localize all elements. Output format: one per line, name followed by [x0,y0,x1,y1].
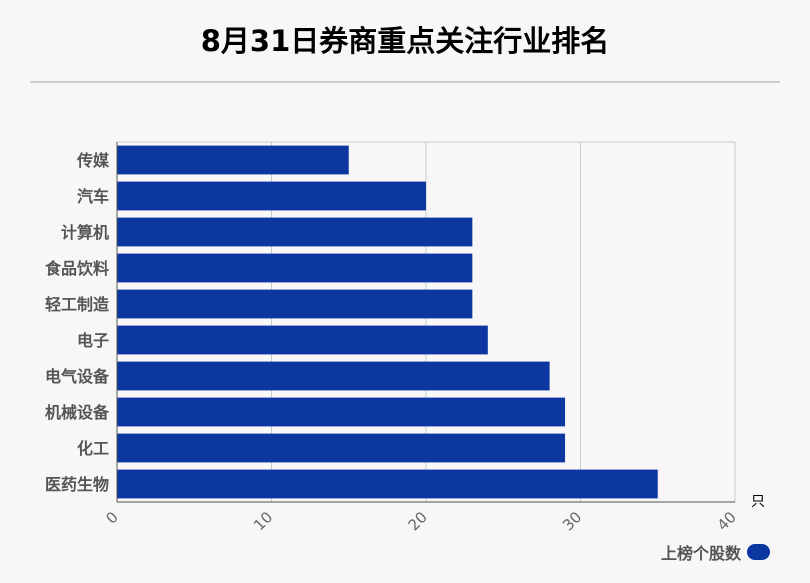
bar [117,397,566,427]
legend-swatch [747,544,770,560]
bar [117,325,488,355]
legend-label: 上榜个股数 [660,544,741,563]
bar [117,145,349,175]
bar [117,433,566,463]
legend[interactable]: 上榜个股数 [661,540,770,564]
bar [117,289,473,319]
category-label: 传媒 [76,151,110,170]
category-label: 计算机 [61,223,109,242]
category-label: 电子 [77,331,109,350]
bar [117,361,550,391]
title-divider [30,81,780,83]
bar [117,217,473,247]
bar [117,181,426,211]
category-label: 化工 [77,439,109,458]
x-tick-label: 40 [714,508,740,534]
category-label: 轻工制造 [45,295,110,314]
chart-title: 8月31日券商重点关注行业排名 [200,24,610,58]
x-tick-label: 0 [102,508,121,527]
x-tick-label: 20 [405,508,431,534]
category-label: 电气设备 [45,367,110,386]
category-label: 医药生物 [45,475,109,494]
bar [117,253,473,283]
x-unit-label: 只 [751,494,765,510]
x-tick-label: 30 [559,508,585,534]
category-label: 汽车 [77,187,109,206]
x-tick-label: 10 [250,508,276,534]
category-label: 机械设备 [45,403,110,422]
category-label: 食品饮料 [44,259,109,278]
bar [117,469,658,499]
